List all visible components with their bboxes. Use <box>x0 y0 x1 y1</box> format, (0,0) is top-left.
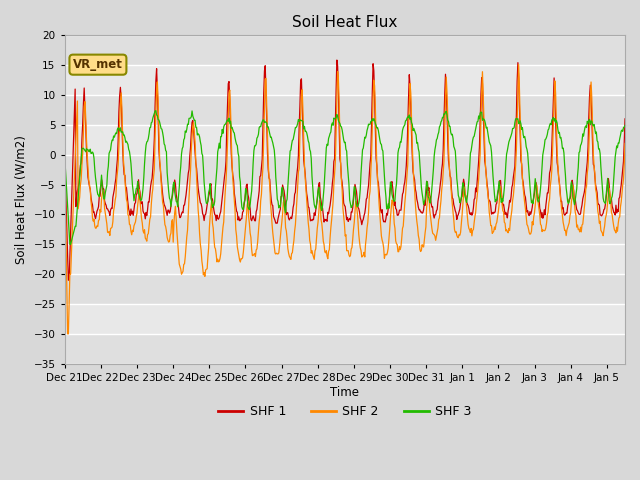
SHF 3 <box>140 175 148 180</box>
Bar <box>65 95 625 125</box>
SHF 2 <box>515 61 522 67</box>
SHF 1 <box>333 57 340 63</box>
SHF 3 <box>621 122 629 128</box>
SHF 2 <box>61 152 68 157</box>
SHF 1 <box>621 116 629 122</box>
SHF 2 <box>477 117 484 122</box>
SHF 3 <box>323 145 330 151</box>
Bar <box>65 215 625 244</box>
Y-axis label: Soil Heat Flux (W/m2): Soil Heat Flux (W/m2) <box>15 135 28 264</box>
SHF 2 <box>621 141 629 146</box>
Text: VR_met: VR_met <box>73 58 123 71</box>
SHF 1 <box>322 217 330 223</box>
SHF 1 <box>301 164 308 170</box>
X-axis label: Time: Time <box>330 385 359 398</box>
SHF 2 <box>140 230 148 236</box>
SHF 1 <box>65 277 72 283</box>
SHF 3 <box>301 129 309 134</box>
Line: SHF 2: SHF 2 <box>65 64 625 334</box>
Line: SHF 3: SHF 3 <box>65 111 625 244</box>
SHF 3 <box>61 152 68 157</box>
Bar <box>65 36 625 65</box>
SHF 3 <box>152 108 160 114</box>
SHF 2 <box>463 214 471 219</box>
Bar <box>65 274 625 304</box>
SHF 2 <box>63 286 70 292</box>
Legend: SHF 1, SHF 2, SHF 3: SHF 1, SHF 2, SHF 3 <box>213 400 476 423</box>
SHF 3 <box>478 109 486 115</box>
SHF 1 <box>464 203 472 208</box>
SHF 3 <box>63 190 70 196</box>
SHF 1 <box>478 75 486 81</box>
Bar <box>65 334 625 364</box>
SHF 2 <box>301 161 308 167</box>
SHF 3 <box>66 241 74 247</box>
SHF 3 <box>464 186 472 192</box>
SHF 1 <box>63 227 70 233</box>
Line: SHF 1: SHF 1 <box>65 60 625 280</box>
SHF 2 <box>322 250 330 256</box>
SHF 1 <box>140 210 148 216</box>
Bar <box>65 155 625 185</box>
SHF 1 <box>61 152 68 157</box>
Title: Soil Heat Flux: Soil Heat Flux <box>292 15 397 30</box>
SHF 2 <box>64 331 72 337</box>
